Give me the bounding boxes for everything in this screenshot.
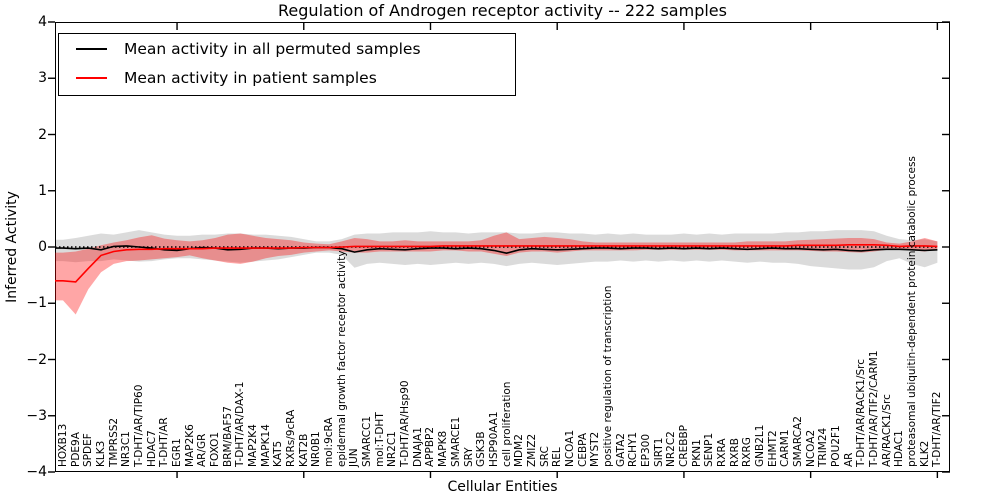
y-tick-label: 1 [38,182,47,199]
legend-entry-permuted: Mean activity in all permuted samples [59,34,515,63]
legend-entry-patient: Mean activity in patient samples [59,63,515,92]
y-tick-label: −3 [26,407,47,424]
y-tick-label: 0 [38,239,47,255]
y-tick-label: 3 [38,70,47,87]
plot-svg [48,21,950,478]
y-tick-label: −2 [26,351,47,368]
legend: Mean activity in all permuted samples Me… [58,33,516,96]
y-tick-label: −4 [26,464,47,480]
permuted-range-band [55,230,938,270]
y-tick-label: −1 [26,295,47,312]
y-tick-labels: 4 3 2 1 0 −1 −2 −3 −4 [0,0,47,500]
patient-line-sample-icon [76,76,107,79]
patient-mean-line [55,244,938,283]
y-tick-label: 2 [38,126,47,143]
x-axis-label: Cellular Entities [447,479,558,495]
legend-label-patient: Mean activity in patient samples [124,68,377,87]
legend-label-permuted: Mean activity in all permuted samples [124,39,421,58]
patient-range-band [55,232,938,315]
chart-title: Regulation of Androgen receptor activity… [278,1,727,20]
y-tick-label: 4 [38,14,47,30]
permuted-line-sample-icon [76,47,107,50]
